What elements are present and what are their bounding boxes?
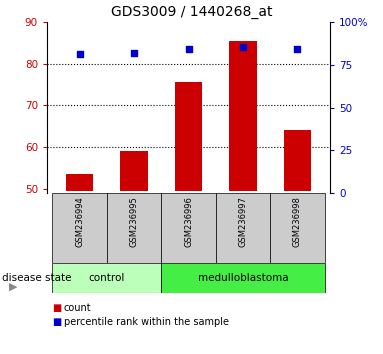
Bar xyxy=(121,151,148,191)
Point xyxy=(77,51,83,57)
Bar xyxy=(52,193,107,263)
Text: ■: ■ xyxy=(52,317,61,327)
Bar xyxy=(161,263,324,293)
Bar xyxy=(66,174,93,191)
Bar xyxy=(229,41,257,191)
Point xyxy=(185,46,192,52)
Bar xyxy=(107,193,161,263)
Text: count: count xyxy=(64,303,92,313)
Bar xyxy=(175,82,202,191)
Text: ■: ■ xyxy=(52,303,61,313)
Text: disease state: disease state xyxy=(2,273,72,283)
Bar xyxy=(216,193,270,263)
Bar xyxy=(284,130,311,191)
Text: ▶: ▶ xyxy=(2,281,18,292)
Bar xyxy=(52,263,161,293)
Text: GSM236997: GSM236997 xyxy=(239,196,247,247)
Point xyxy=(131,50,137,56)
Text: GSM236996: GSM236996 xyxy=(184,196,193,247)
Text: GDS3009 / 1440268_at: GDS3009 / 1440268_at xyxy=(111,5,272,19)
Text: GSM236994: GSM236994 xyxy=(75,196,84,247)
Text: percentile rank within the sample: percentile rank within the sample xyxy=(64,317,229,327)
Text: control: control xyxy=(89,273,125,283)
Bar xyxy=(161,193,216,263)
Point xyxy=(240,44,246,50)
Bar xyxy=(270,193,324,263)
Text: GSM236998: GSM236998 xyxy=(293,196,302,247)
Text: GSM236995: GSM236995 xyxy=(129,196,139,247)
Text: medulloblastoma: medulloblastoma xyxy=(198,273,288,283)
Point xyxy=(294,46,300,52)
